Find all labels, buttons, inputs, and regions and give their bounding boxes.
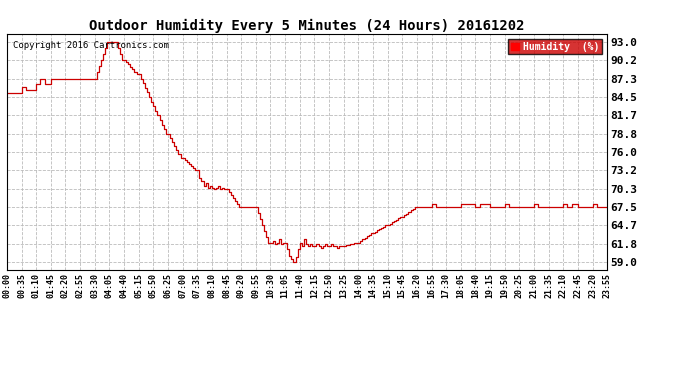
Title: Outdoor Humidity Every 5 Minutes (24 Hours) 20161202: Outdoor Humidity Every 5 Minutes (24 Hou…	[89, 18, 525, 33]
Text: Copyright 2016 Cartronics.com: Copyright 2016 Cartronics.com	[13, 41, 169, 50]
Legend: Humidity  (%): Humidity (%)	[509, 39, 602, 54]
